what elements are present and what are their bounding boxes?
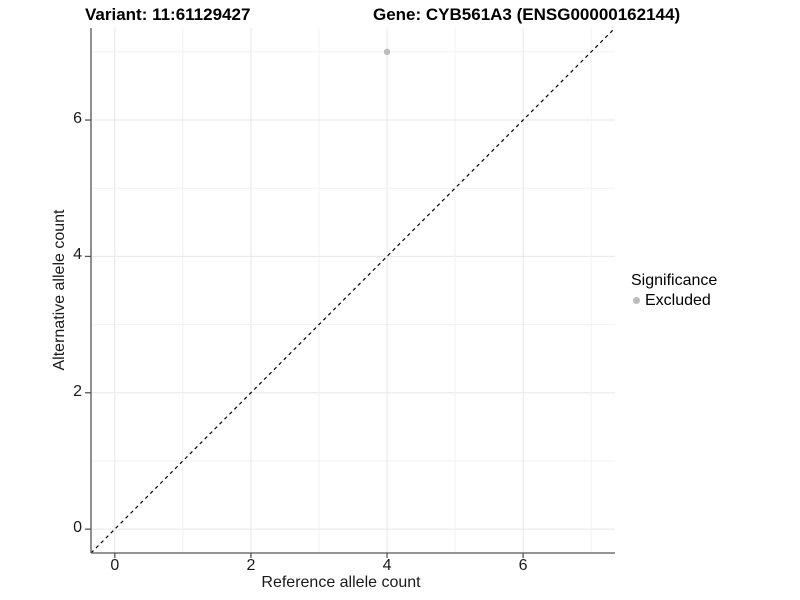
y-tick-label: 4: [73, 246, 82, 264]
y-axis-title: Alternative allele count: [51, 209, 68, 371]
legend-title: Significance: [631, 272, 718, 289]
legend-entry-excluded: Excluded: [631, 291, 717, 310]
plot-panel: [85, 28, 616, 558]
x-tick-label: 0: [110, 557, 120, 574]
x-tick-label: 2: [246, 557, 256, 574]
legend-point-icon: [633, 297, 640, 304]
y-tick-label: 6: [73, 110, 82, 128]
legend: Significance Excluded: [631, 271, 717, 310]
x-axis-title: Reference allele count: [261, 574, 421, 591]
variant-title: Variant: 11:61129427: [85, 5, 251, 24]
data-point: [383, 48, 391, 56]
x-tick-label: 4: [382, 557, 392, 574]
gene-title: Gene: CYB561A3 (ENSG00000162144): [373, 5, 681, 24]
x-tick-label: 6: [518, 557, 528, 574]
legend-entry-label: Excluded: [645, 292, 711, 309]
y-tick-label: 2: [73, 382, 82, 400]
identity-dashed-line: [90, 28, 616, 554]
y-tick-label: 0: [73, 519, 82, 537]
